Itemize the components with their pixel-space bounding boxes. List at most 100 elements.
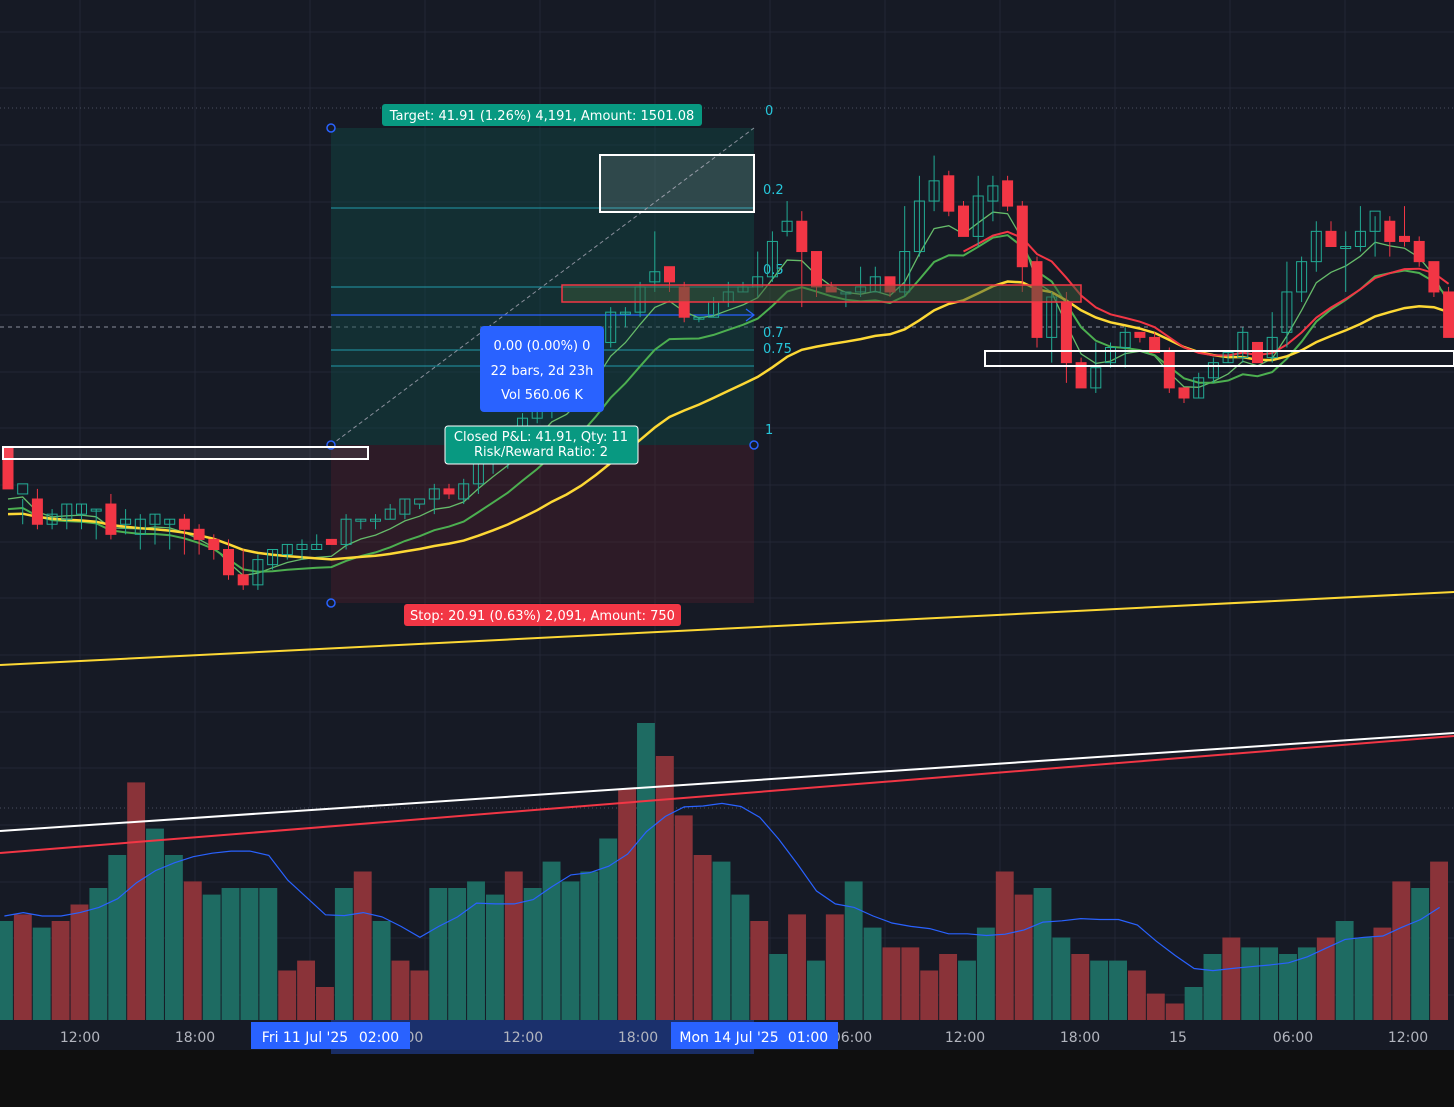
volume-bar [353,871,372,1020]
volume-bar [316,987,334,1020]
volume-bar [1109,960,1127,1020]
volume-bar [580,871,599,1020]
volume-bar [51,921,70,1020]
volume-bar [1071,954,1090,1020]
pnl-text: Closed P&L: 41.91, Qty: 11 [454,430,628,445]
time-tick: 12:00 [945,1030,985,1046]
drawing-overlays[interactable] [2,154,1454,460]
volume-bar [334,888,353,1020]
volume-bar [1203,954,1222,1020]
handle-dot [326,123,336,133]
candle-body [76,503,87,515]
fib-level-label: 0.7 [763,326,784,341]
candle-body [325,538,337,545]
candle-body [649,271,661,283]
fib-level-label: 0.75 [763,342,792,357]
volume-bar [1373,927,1392,1020]
candle-body [958,205,969,237]
volume-bar [1411,888,1430,1020]
time-end-time: 01:00 [788,1030,828,1046]
candle-body [1443,291,1454,338]
volume-bar [32,927,51,1020]
time-tick: 18:00 [1060,1030,1100,1046]
volume-bar [1335,921,1354,1020]
candle-body [1266,336,1278,359]
white-box-left [2,446,369,460]
trend-lines[interactable] [0,591,1454,854]
volume-bar [1279,954,1297,1020]
fib-level-label: 0.2 [763,183,784,198]
candle-body [1075,362,1087,389]
volume-bar [920,970,939,1020]
candle-body [1384,220,1396,242]
time-start-time: 02:00 [359,1030,399,1046]
yellow-trendline [0,591,1454,666]
candle-body [1134,331,1146,338]
candle-body [281,543,293,556]
volume-bar [504,871,523,1020]
time-end-date: Mon 14 Jul '25 [679,1030,778,1046]
volume-bar [259,888,278,1020]
volume-bar [901,947,920,1020]
volume-bar [693,855,712,1020]
candle-body [443,488,455,495]
candle-body [693,316,705,320]
candle-body [193,528,205,540]
measure-tooltip-line1: 0.00 (0.00%) 0 [494,339,591,354]
candle-body [399,498,411,515]
volume-bar [618,789,637,1020]
volume-bar [429,888,448,1020]
ma-red-line [963,230,1450,357]
volume-bar [882,947,901,1020]
volume-bar [391,960,410,1020]
candle-body [164,518,176,525]
time-axis[interactable]: 12:00 18:00:00 12:00 18:00 06:00 12:00 18:00 15… [0,1020,1454,1054]
volume-bar [599,838,618,1020]
candle-body [1369,210,1381,232]
handle-dot [326,598,336,608]
volume-bar [1260,947,1279,1020]
time-tick: 15 [1169,1030,1187,1046]
volume-bar [1241,947,1260,1020]
candle-body [46,513,58,525]
candle-body [223,549,234,576]
volume-bar [1184,987,1203,1020]
white-trendline [0,732,1454,832]
candle-body [928,180,940,202]
volume-bar [1297,947,1316,1020]
candle-body [1237,331,1249,359]
volume-bar [788,914,806,1020]
volume-bar [674,815,693,1020]
stop-label-bg [404,604,681,626]
volume-bar [467,881,485,1020]
candle-body [766,240,778,278]
candle-body [1325,230,1337,248]
volume-bar [523,888,542,1020]
time-start-badge [251,1022,410,1049]
white-box-right [984,350,1454,367]
volume-bar [863,927,882,1020]
volume-bar [1354,937,1373,1020]
volume-bar [127,782,146,1020]
candle-body [1178,387,1190,399]
volume-bar [70,904,89,1020]
candle-body [414,498,426,505]
candle-body [17,483,29,495]
candle-body [1002,180,1014,207]
fib-level-label: 1 [765,423,773,438]
candle-body [1105,347,1116,364]
candle-body [208,538,220,551]
red-trendline [0,735,1454,854]
candle-body [1016,205,1028,268]
candle-body [1207,362,1219,379]
volume-bar [372,921,391,1020]
volume-bar [561,881,580,1020]
volume-bar [485,894,504,1020]
volume-bar [655,756,674,1020]
volume-bar [995,871,1014,1020]
candle-body [90,508,102,512]
volume-bar [976,927,995,1020]
volume-bar [542,861,561,1020]
volume-bar [1033,888,1052,1020]
